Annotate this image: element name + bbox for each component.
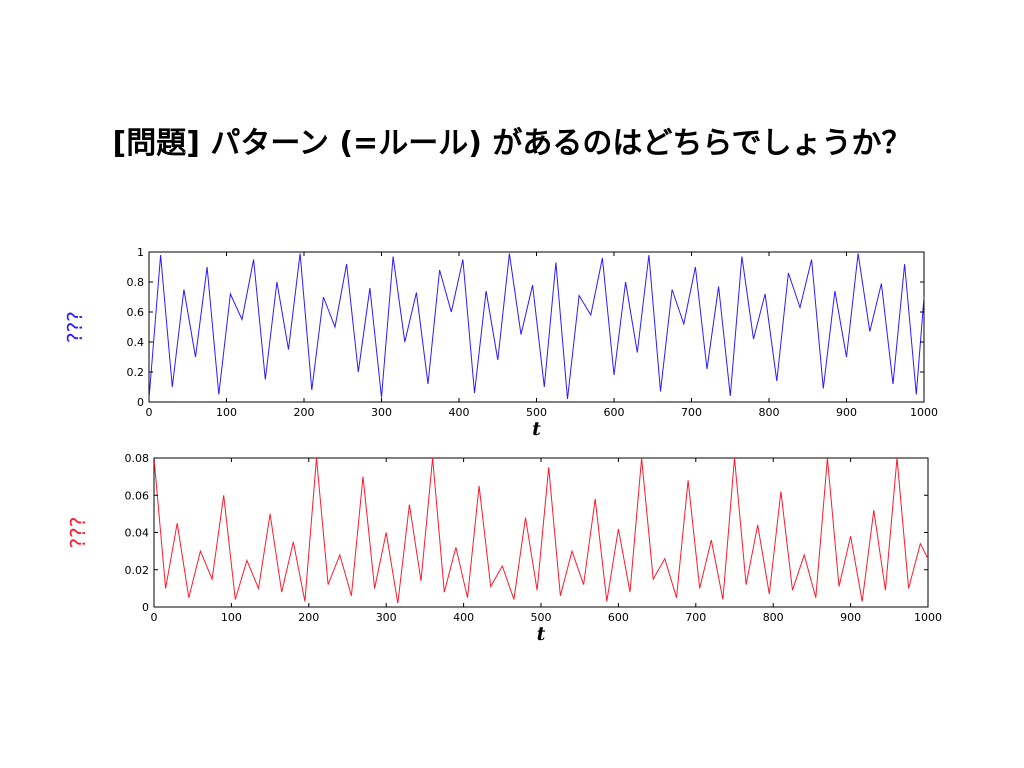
top-x-tick-label: 600	[604, 406, 625, 419]
bottom-x-tick-label: 300	[376, 611, 397, 624]
top-x-tick-label: 400	[449, 406, 470, 419]
top-x-tick-label: 700	[681, 406, 702, 419]
bottom-y-tick-label: 0.08	[125, 452, 150, 465]
top-x-tick-label: 500	[526, 406, 547, 419]
top-plot-area	[148, 251, 925, 403]
top-y-axis-label: ???	[63, 311, 87, 343]
bottom-x-tick-label: 800	[763, 611, 784, 624]
bottom-y-tick-label: 0	[142, 601, 149, 614]
bottom-series-line	[153, 457, 929, 604]
top-y-tick-label: 0.8	[127, 276, 145, 289]
top-x-tick-label: 0	[146, 406, 153, 419]
bottom-x-tick-label: 900	[840, 611, 861, 624]
bottom-x-axis-label: t	[537, 623, 546, 645]
top-y-tick-label: 0.6	[127, 306, 145, 319]
top-x-tick-label: 300	[371, 406, 392, 419]
top-y-tick-label: 1	[137, 246, 144, 259]
top-x-tick-label: 1000	[910, 406, 938, 419]
bottom-x-tick-label: 0	[151, 611, 158, 624]
bottom-y-tick-label: 0.02	[125, 564, 150, 577]
bottom-x-tick-label: 1000	[914, 611, 942, 624]
bottom-y-tick-label: 0.04	[125, 527, 150, 540]
bottom-x-tick-label: 500	[531, 611, 552, 624]
top-x-axis-label: t	[532, 418, 541, 440]
top-x-tick-label: 900	[836, 406, 857, 419]
top-y-tick-label: 0.2	[127, 366, 145, 379]
bottom-y-tick-label: 0.06	[125, 489, 150, 502]
bottom-x-tick-label: 400	[453, 611, 474, 624]
bottom-plot-area	[153, 457, 929, 608]
top-x-tick-label: 200	[294, 406, 315, 419]
bottom-x-tick-label: 600	[608, 611, 629, 624]
top-y-tick-label: 0.4	[127, 336, 145, 349]
slide-title: [問題] パターン (=ルール) があるのはどちらでしょうか？	[112, 126, 912, 161]
bottom-x-tick-label: 200	[298, 611, 319, 624]
bottom-x-tick-label: 700	[685, 611, 706, 624]
bottom-x-tick-label: 100	[221, 611, 242, 624]
top-y-tick-label: 0	[137, 396, 144, 409]
bottom-y-axis-label: ???	[66, 517, 90, 549]
top-x-tick-label: 800	[759, 406, 780, 419]
top-series-line	[148, 253, 925, 400]
top-x-tick-label: 100	[216, 406, 237, 419]
